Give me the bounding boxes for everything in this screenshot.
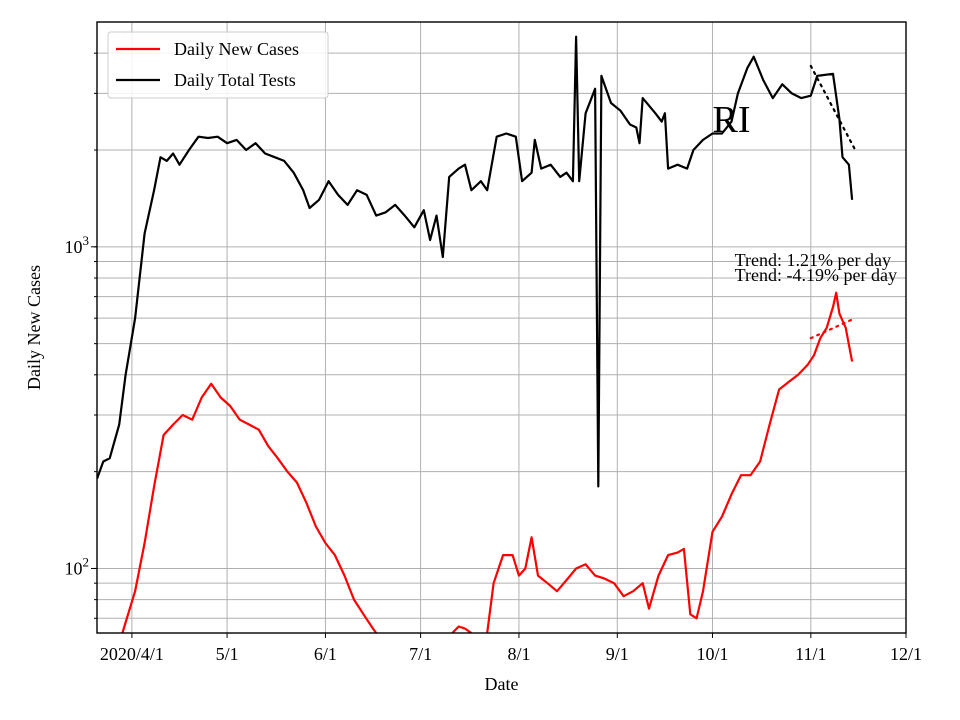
legend: Daily New Cases Daily Total Tests	[107, 31, 329, 99]
x-tick-label: 5/1	[216, 644, 239, 664]
legend-label-tests: Daily Total Tests	[174, 70, 296, 90]
y-tick-label: 103	[65, 233, 90, 257]
series-line-cases	[121, 382, 378, 633]
plot-frame	[96, 21, 907, 634]
y-tick-label: 102	[65, 554, 90, 578]
series-line-cases	[451, 625, 473, 633]
x-tick-label: 6/1	[314, 644, 337, 664]
x-tick-label: 12/1	[890, 644, 922, 664]
legend-label-cases: Daily New Cases	[174, 39, 299, 59]
legend-box	[107, 31, 329, 99]
x-tick-label: 2020/4/1	[100, 644, 164, 664]
x-tick-label: 7/1	[409, 644, 432, 664]
x-tick-label: 11/1	[795, 644, 826, 664]
x-tick-label: 9/1	[606, 644, 629, 664]
y-axis-label: Daily New Cases	[24, 265, 44, 390]
series-layer	[97, 35, 854, 633]
state-label: RI	[712, 99, 750, 141]
grid-lines	[97, 22, 907, 633]
trend-line-cases	[809, 317, 857, 340]
x-tick-label: 8/1	[507, 644, 530, 664]
trend-label-tests: Trend: -4.19% per day	[735, 265, 897, 285]
axis-ticks: 2020/4/1 5/1 6/1 7/1 8/1 9/1 10/1 11/1 12/1 102 10…	[65, 52, 922, 664]
x-axis-label: Date	[485, 674, 519, 694]
trend-layer	[809, 64, 857, 340]
series-line-cases	[486, 291, 854, 633]
trend-label-cases: Trend: 1.21% per day	[735, 250, 891, 270]
x-tick-label: 10/1	[696, 644, 728, 664]
trend-line-tests	[809, 64, 857, 152]
series-line-tests	[97, 35, 854, 488]
